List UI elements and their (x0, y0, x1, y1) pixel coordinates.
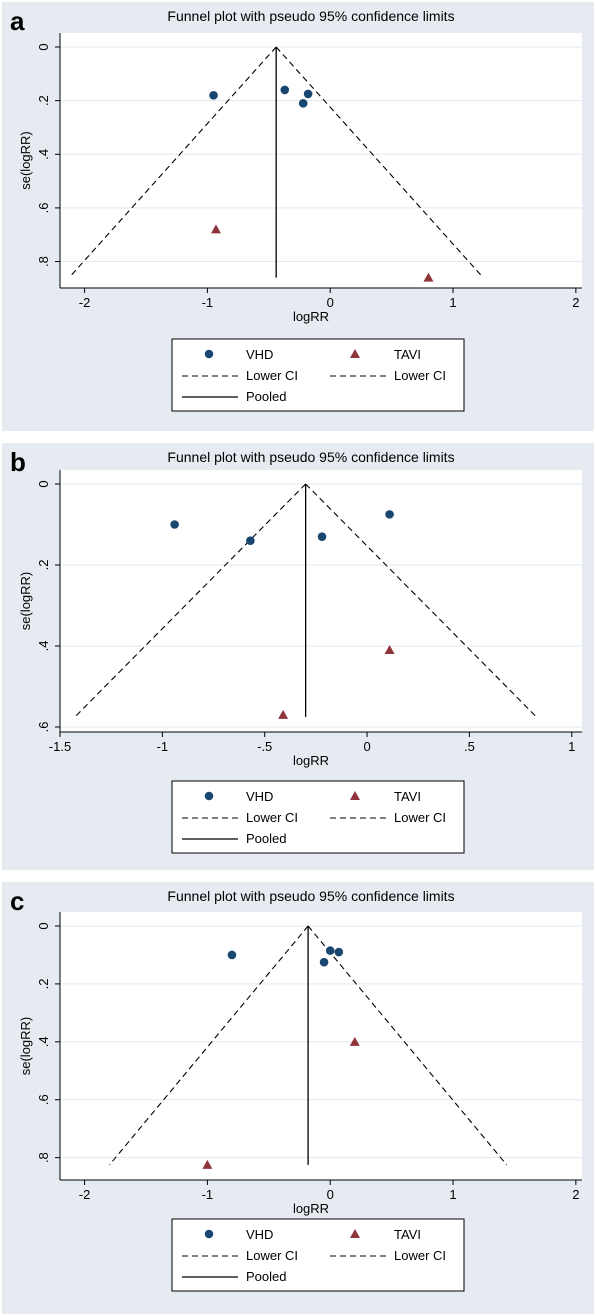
x-tick-label: 1 (568, 739, 575, 754)
x-tick-label: 0 (327, 1187, 334, 1202)
y-tick-label: .6 (36, 722, 51, 733)
y-axis-title: se(logRR) (18, 131, 33, 190)
point-vhd (334, 947, 344, 957)
legend-label-lower-ci: Lower CI (394, 368, 446, 383)
x-tick-label: 0 (327, 295, 334, 310)
legend-label-lower-ci: Lower CI (246, 368, 298, 383)
y-tick-label: .8 (36, 256, 51, 267)
legend-label-vhd: VHD (246, 347, 273, 362)
x-tick-label: -1 (202, 295, 214, 310)
legend-marker-tavi (350, 1229, 360, 1238)
point-vhd (385, 510, 394, 519)
point-tavi (423, 272, 434, 282)
point-vhd (227, 950, 237, 960)
x-tick-label: -1.5 (49, 739, 71, 754)
legend-marker-vhd (204, 1229, 214, 1239)
y-tick-label: .4 (36, 1036, 51, 1047)
legend-label-vhd: VHD (246, 1227, 273, 1242)
x-tick-label: .5 (464, 739, 475, 754)
y-axis-title: se(logRR) (18, 1017, 33, 1076)
point-vhd (303, 89, 313, 99)
chart-title: Funnel plot with pseudo 95% confidence l… (167, 888, 454, 904)
legend-label-tavi: TAVI (394, 1227, 421, 1242)
legend-label-tavi: TAVI (394, 789, 421, 804)
legend-label-lower-ci: Lower CI (394, 1248, 446, 1263)
x-axis-title: logRR (293, 1201, 329, 1216)
legend-marker-vhd (204, 349, 214, 359)
plot-area (60, 912, 582, 1180)
y-tick-label: .2 (36, 978, 51, 989)
legend-label-pooled: Pooled (246, 1269, 286, 1284)
y-tick-label: 0 (36, 43, 51, 50)
panel-label: a (10, 6, 25, 36)
x-tick-label: -1 (202, 1187, 214, 1202)
legend-marker-tavi (350, 791, 360, 800)
y-tick-label: .2 (36, 560, 51, 571)
y-tick-label: .4 (36, 641, 51, 652)
y-tick-label: .4 (36, 149, 51, 160)
y-tick-label: 0 (36, 922, 51, 929)
legend-marker-vhd (204, 791, 214, 801)
point-tavi (384, 645, 395, 655)
point-tavi (278, 709, 289, 719)
point-vhd (170, 520, 179, 529)
x-tick-label: 0 (363, 739, 370, 754)
point-tavi (210, 224, 221, 234)
lower-ci-right-line (307, 925, 508, 1166)
point-tavi (202, 1159, 213, 1169)
legend-label-lower-ci: Lower CI (246, 810, 298, 825)
legend-label-lower-ci: Lower CI (246, 1248, 298, 1263)
panel-label: b (10, 447, 26, 477)
plot-area (60, 470, 582, 732)
chart-panel-b: b Funnel plot with pseudo 95% confidence … (2, 443, 594, 870)
x-tick-label: -.5 (257, 739, 272, 754)
chart-panel-a: a Funnel plot with pseudo 95% confidence … (2, 2, 594, 431)
x-tick-label: -2 (79, 295, 91, 310)
y-axis-title: se(logRR) (18, 572, 33, 631)
x-tick-label: -2 (79, 1187, 91, 1202)
plot-area (60, 33, 582, 288)
point-vhd (317, 532, 327, 541)
y-tick-label: .2 (36, 95, 51, 106)
lower-ci-left-line (109, 925, 309, 1166)
x-axis-title: logRR (293, 753, 329, 768)
point-vhd (280, 85, 290, 95)
legend (171, 780, 465, 854)
legend (171, 1218, 465, 1292)
point-vhd (298, 99, 308, 108)
x-tick-label: 1 (449, 295, 456, 310)
point-vhd (319, 957, 329, 967)
lower-ci-right-line (305, 483, 537, 718)
x-tick-label: 2 (572, 295, 579, 310)
chart-title: Funnel plot with pseudo 95% confidence l… (167, 449, 454, 465)
y-tick-label: .6 (36, 1094, 51, 1105)
point-vhd (209, 90, 218, 100)
legend-marker-tavi (350, 349, 360, 358)
legend-label-pooled: Pooled (246, 389, 286, 404)
lower-ci-left-line (74, 483, 307, 718)
lower-ci-right-line (275, 46, 484, 279)
lower-ci-left-line (68, 46, 277, 279)
x-axis-title: logRR (293, 309, 329, 324)
x-tick-label: -1 (157, 739, 169, 754)
panel-label: c (10, 886, 24, 916)
chart-title: Funnel plot with pseudo 95% confidence l… (167, 8, 454, 24)
legend-label-pooled: Pooled (246, 831, 286, 846)
legend-label-lower-ci: Lower CI (394, 810, 446, 825)
legend-label-vhd: VHD (246, 789, 273, 804)
legend-label-tavi: TAVI (394, 347, 421, 362)
x-tick-label: 2 (572, 1187, 579, 1202)
y-tick-label: .6 (36, 202, 51, 213)
x-tick-label: 1 (449, 1187, 456, 1202)
chart-panel-c: c Funnel plot with pseudo 95% confidence … (2, 882, 594, 1314)
legend (171, 338, 465, 412)
y-tick-label: 0 (36, 480, 51, 487)
y-tick-label: .8 (36, 1152, 51, 1163)
point-vhd (246, 536, 255, 545)
point-vhd (325, 946, 335, 955)
point-tavi (349, 1036, 360, 1046)
